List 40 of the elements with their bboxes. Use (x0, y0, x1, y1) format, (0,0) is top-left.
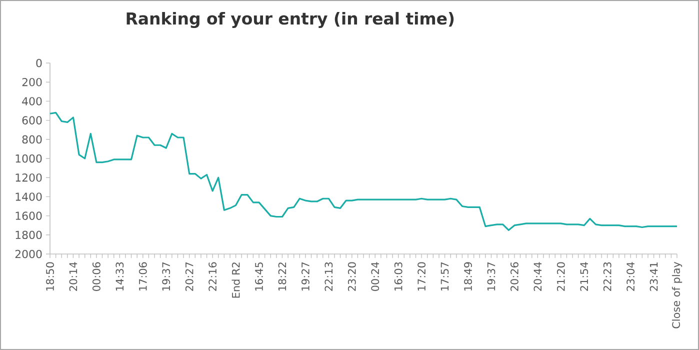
x-tick-label: 21:20 (556, 262, 565, 291)
x-tick-label: 00:24 (371, 262, 380, 291)
x-tick-label: 17:20 (418, 262, 426, 291)
x-tick-label: 20:44 (534, 262, 542, 291)
y-tick-label: 1600 (16, 212, 42, 220)
x-tick-label: 18:50 (46, 262, 54, 291)
y-tick-label: 400 (22, 97, 42, 106)
x-tick-label: 22:23 (603, 262, 612, 291)
x-tick-label: Close of play (672, 262, 682, 328)
x-tick-label: 17:06 (138, 262, 147, 291)
x-tick-label: 16:03 (394, 262, 402, 291)
x-tick-label: 19:37 (487, 262, 496, 291)
chart-title: Ranking of your entry (in real time) (126, 12, 454, 28)
y-tick-label: 2000 (15, 250, 42, 258)
y-tick-label: 800 (22, 135, 42, 144)
y-tick-label: 600 (22, 116, 42, 124)
x-tick-label: 00:06 (92, 262, 100, 291)
x-tick-label: 20:14 (69, 262, 78, 291)
y-tick-label: 1000 (16, 154, 42, 163)
y-tick-label: 1400 (16, 192, 42, 201)
x-tick-label: 18:22 (278, 262, 286, 291)
y-tick-label: 1800 (16, 230, 42, 240)
x-tick-label: 21:54 (580, 262, 588, 291)
x-tick-label: 19:27 (301, 262, 310, 291)
x-tick-label: 23:04 (626, 262, 635, 291)
x-tick-label: 17:57 (440, 262, 449, 291)
x-tick-label: 23:20 (348, 262, 356, 291)
y-tick-label: 0 (36, 58, 42, 68)
x-tick-label: 22:13 (324, 262, 333, 291)
x-tick-label: 20:26 (510, 262, 518, 291)
y-tick-label: 200 (22, 78, 42, 86)
y-tick-label: 1200 (16, 173, 42, 182)
x-tick-label: 14:33 (116, 262, 124, 291)
x-tick-label: 22:16 (208, 262, 217, 291)
x-tick-label: 16:45 (255, 262, 263, 291)
x-tick-label: 18:49 (464, 262, 472, 291)
x-tick-label: 23:41 (650, 262, 658, 291)
x-tick-label: 19:37 (162, 262, 170, 291)
x-tick-label: End R2 (232, 262, 240, 298)
x-tick-label: 20:27 (185, 262, 194, 291)
